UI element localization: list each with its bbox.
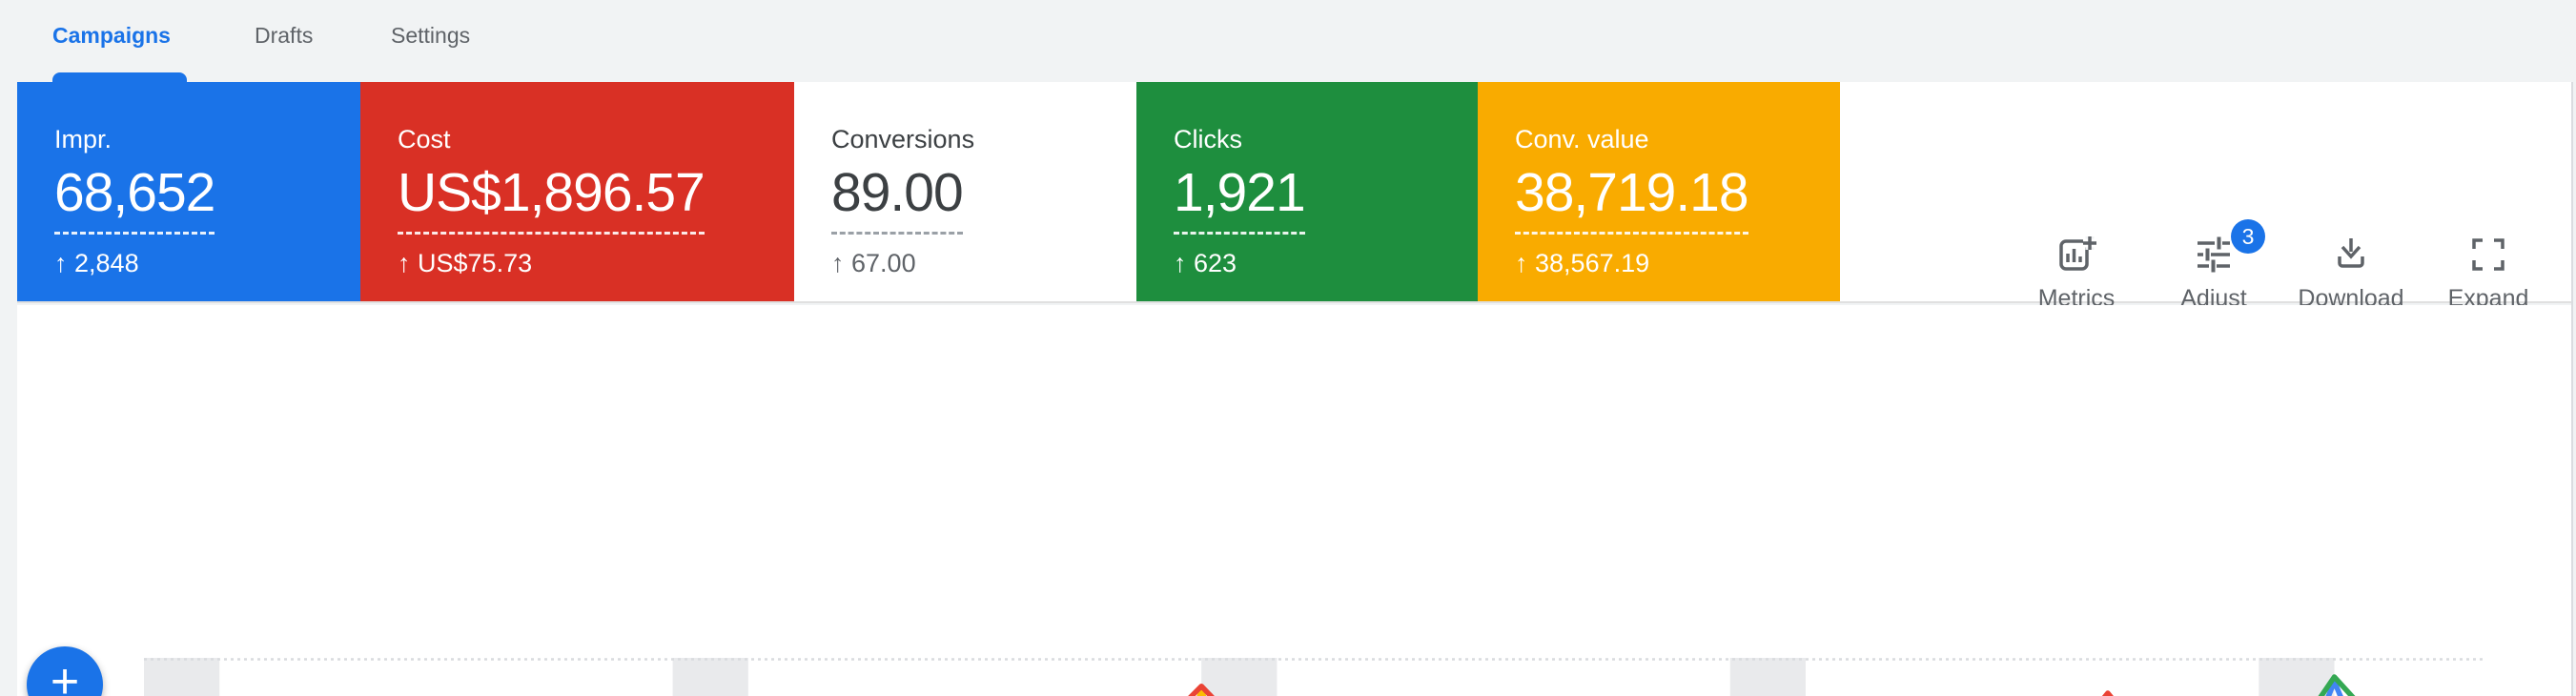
traffic-chart[interactable] bbox=[144, 658, 2485, 696]
delta-up-arrow-icon: ↑ bbox=[1515, 249, 1528, 277]
scorecard-label: Conversions bbox=[831, 125, 975, 154]
scorecard-conversions[interactable]: Conversions 89.00 ↑ 67.00 bbox=[794, 82, 1136, 301]
scorecard-value: 38,719.18 bbox=[1515, 162, 1749, 235]
scorecard-cost[interactable]: Cost US$1,896.57 ↑ US$75.73 bbox=[360, 82, 794, 301]
download-icon bbox=[2338, 238, 2364, 268]
delta-up-arrow-icon: ↑ bbox=[831, 249, 845, 277]
series-line-clicks bbox=[2318, 674, 2356, 696]
delta-up-arrow-icon: ↑ bbox=[1174, 249, 1187, 277]
tab-drafts[interactable]: Drafts bbox=[255, 23, 314, 48]
weekend-band bbox=[2259, 658, 2335, 696]
scorecard-label: Cost bbox=[398, 125, 451, 154]
weekend-band bbox=[1201, 658, 1278, 696]
scorecard-conv-value[interactable]: Conv. value 38,719.18 ↑ 38,567.19 bbox=[1478, 82, 1840, 301]
scorecard-clicks[interactable]: Clicks 1,921 ↑ 623 bbox=[1136, 82, 1478, 301]
series-line-cost bbox=[1188, 683, 2114, 696]
tab-settings[interactable]: Settings bbox=[391, 23, 471, 48]
scorecard-value: 1,921 bbox=[1174, 162, 1306, 235]
series-line-conv_value bbox=[1196, 687, 1207, 696]
scorecard-delta: ↑ 2,848 bbox=[54, 249, 139, 277]
scorecard-delta: ↑ 623 bbox=[1174, 249, 1237, 277]
scorecard-delta: ↑ US$75.73 bbox=[398, 249, 533, 277]
scorecard-value: US$1,896.57 bbox=[398, 162, 705, 235]
weekend-band bbox=[144, 658, 220, 696]
adjust-icon bbox=[2198, 236, 2230, 273]
active-tab-indicator bbox=[52, 72, 187, 82]
tab-bar: Campaigns Drafts Settings bbox=[0, 0, 2576, 82]
scorecard-value: 68,652 bbox=[54, 162, 215, 235]
scorecard-header: Impr. 68,652 ↑ 2,848 Cost US$1,896.57 ↑ … bbox=[17, 82, 2572, 312]
panel-right-border bbox=[2571, 82, 2573, 696]
series-line-impressions bbox=[2325, 679, 2343, 696]
scorecard-delta: ↑ 67.00 bbox=[831, 249, 916, 277]
weekend-band bbox=[672, 658, 748, 696]
scorecard-label: Impr. bbox=[54, 125, 112, 154]
scorecard-delta: ↑ 38,567.19 bbox=[1515, 249, 1650, 277]
adjust-badge: 3 bbox=[2231, 219, 2265, 254]
scorecard-label: Conv. value bbox=[1515, 125, 1649, 154]
metrics-icon bbox=[2059, 236, 2096, 271]
delta-up-arrow-icon: ↑ bbox=[54, 249, 68, 277]
tab-campaigns[interactable]: Campaigns bbox=[52, 23, 171, 48]
scorecard-label: Clicks bbox=[1174, 125, 1242, 154]
delta-up-arrow-icon: ↑ bbox=[398, 249, 411, 277]
performance-chart-panel: 9 Aug 2025 9 Sept 2025 bbox=[17, 305, 2572, 696]
scorecard-value: 89.00 bbox=[831, 162, 964, 235]
scorecard-impressions[interactable]: Impr. 68,652 ↑ 2,848 bbox=[17, 82, 360, 301]
weekend-band bbox=[1729, 658, 1806, 696]
expand-icon bbox=[2472, 238, 2504, 271]
plus-icon: + bbox=[50, 654, 80, 696]
